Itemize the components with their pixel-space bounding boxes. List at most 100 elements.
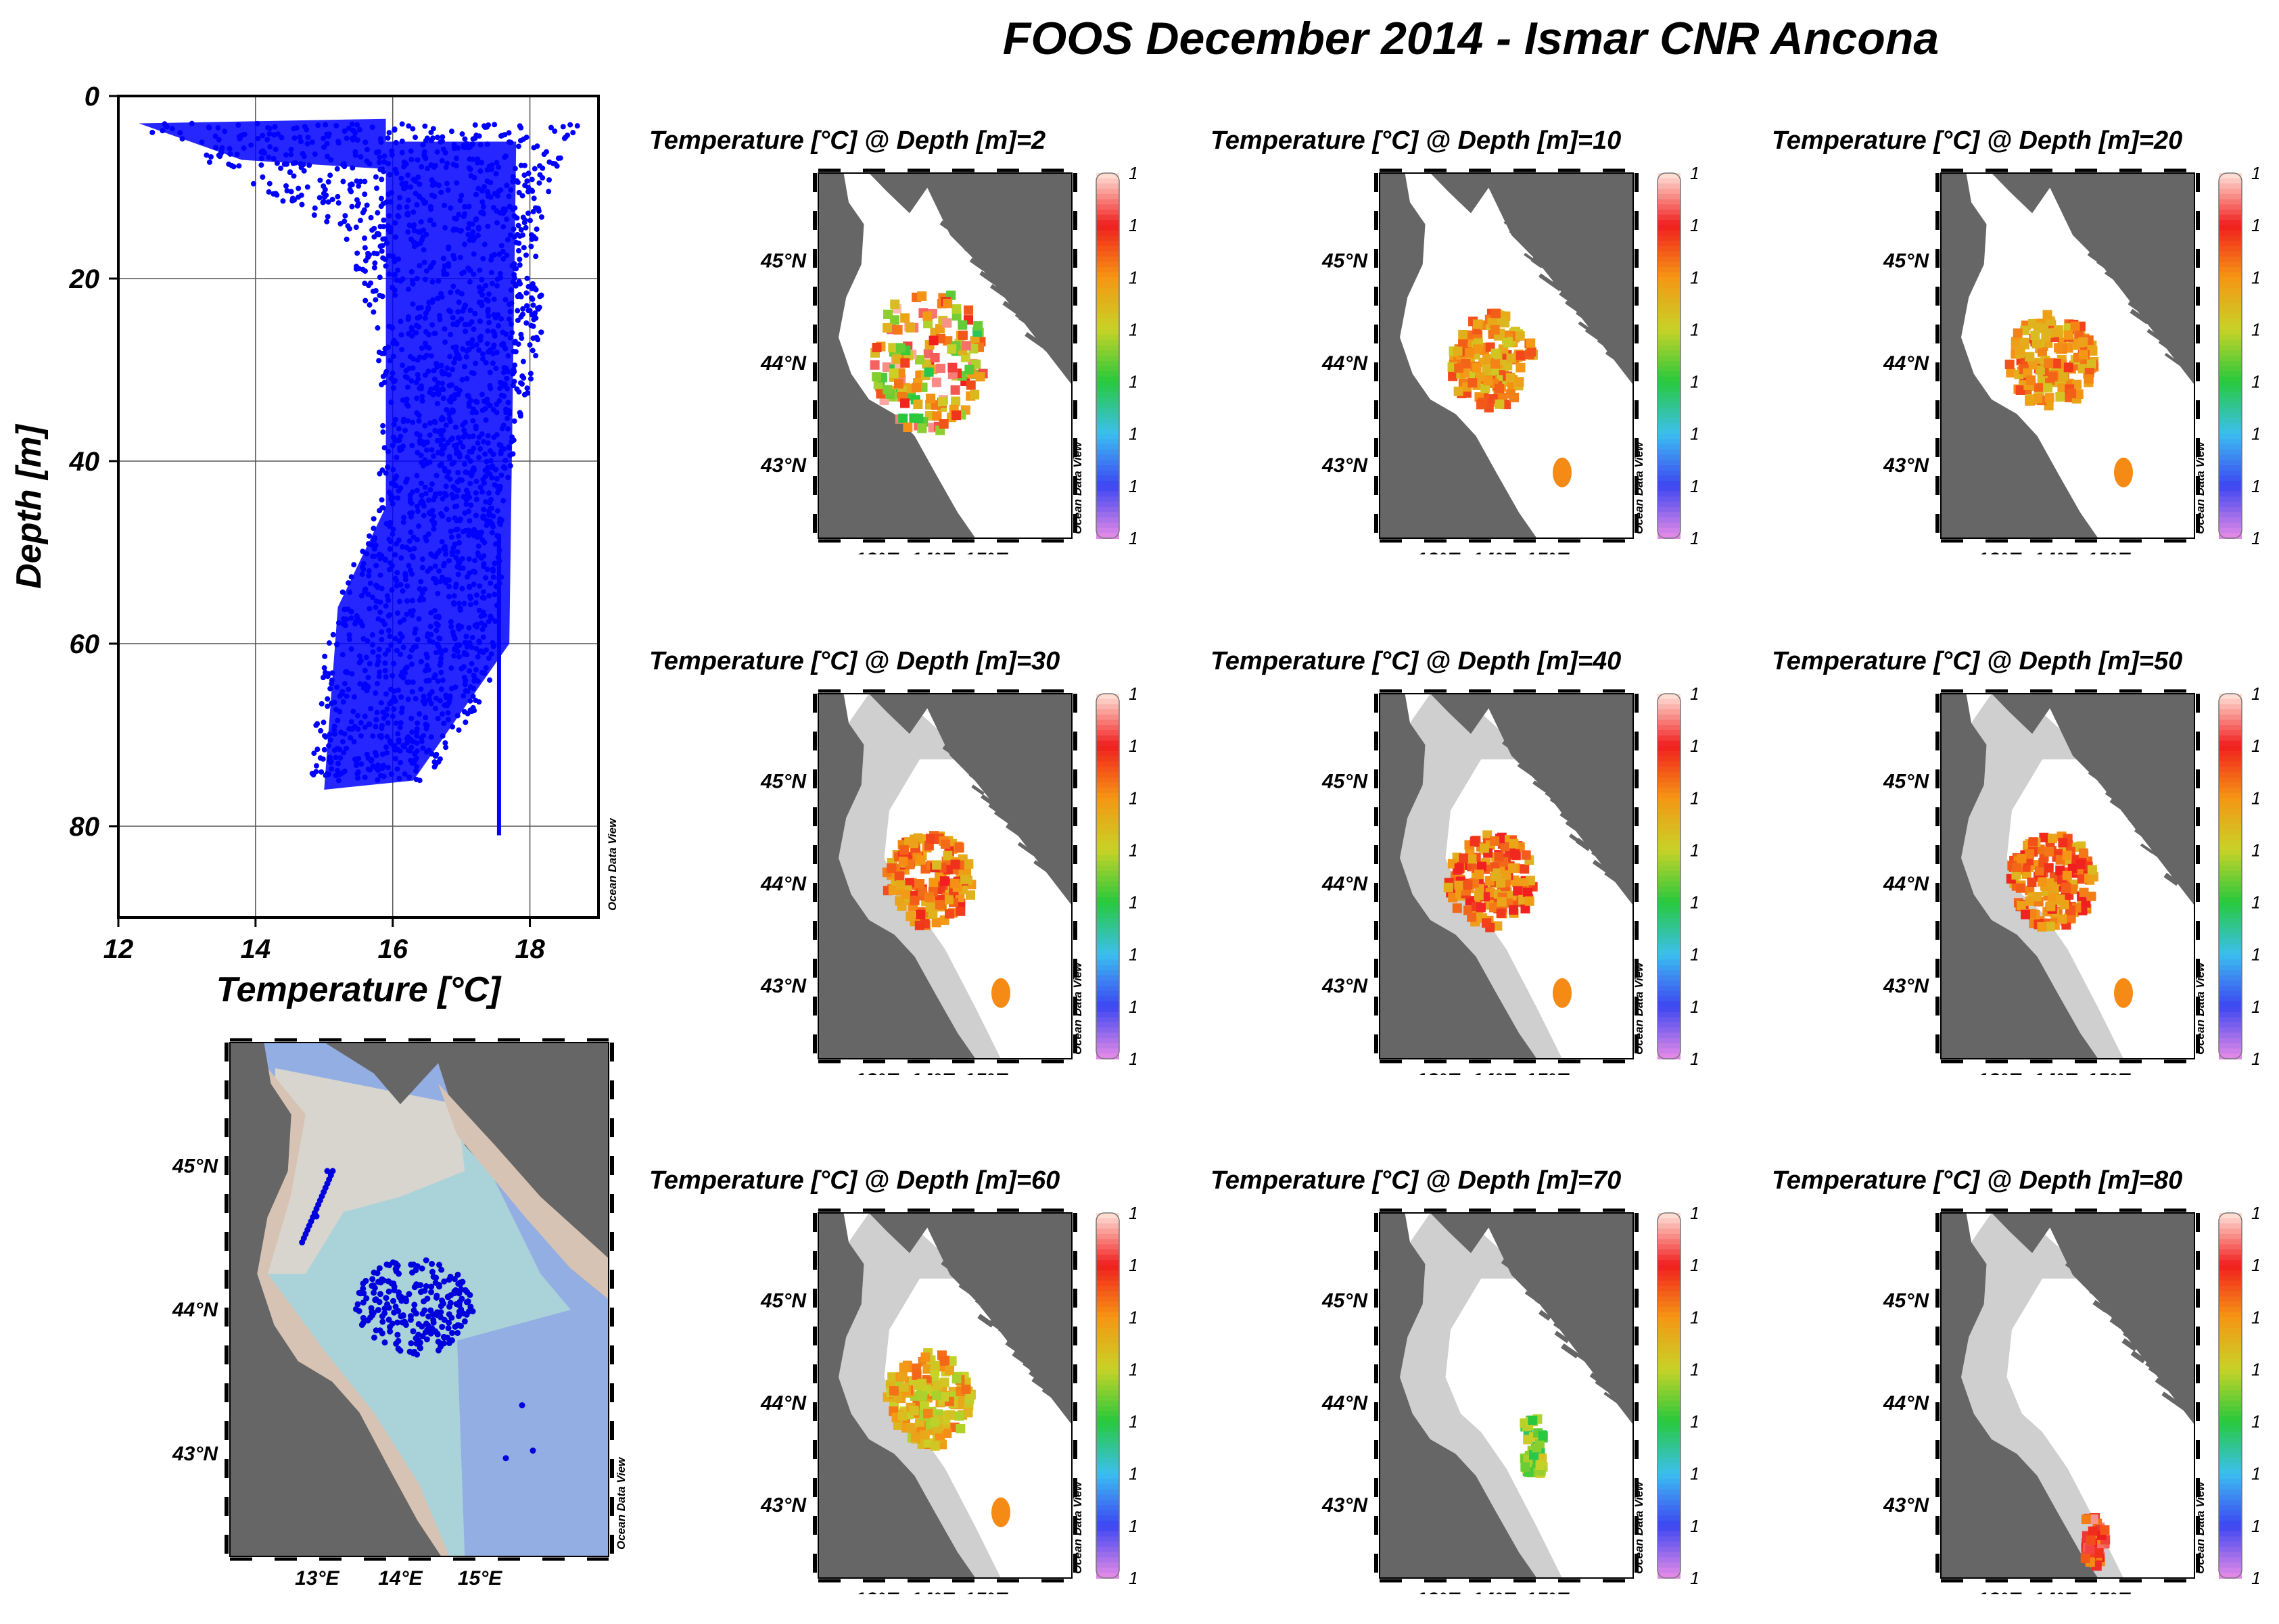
colorbar-segment (1096, 1573, 1119, 1579)
colorbar-segment (1658, 1510, 1681, 1516)
profile-point (533, 287, 539, 293)
colorbar-segment (1658, 1218, 1681, 1224)
colorbar-segment (2219, 1525, 2242, 1532)
profile-point (530, 209, 536, 215)
temperature-cell (1496, 878, 1506, 888)
colorbar-segment (2219, 210, 2242, 216)
colorbar-segment (1096, 1416, 1119, 1423)
map-island (998, 287, 1013, 300)
colorbar-segment (1096, 429, 1119, 435)
colorbar-segment (1658, 819, 1681, 825)
colorbar-segment (1096, 1038, 1119, 1044)
temperature-cell (1452, 903, 1462, 913)
map-frame (818, 693, 1073, 1059)
profile-point (515, 317, 521, 323)
map-frame (1940, 172, 2195, 539)
colorbar-segment (2219, 1390, 2242, 1396)
profile-frame (117, 95, 600, 919)
colorbar-segment (2219, 1048, 2242, 1055)
colorbar-segment (1658, 1395, 1681, 1402)
map-island (1549, 798, 1561, 808)
profile-point (521, 375, 527, 381)
temperature-cell (1482, 354, 1493, 364)
map-island (1522, 239, 1542, 254)
profile-point (287, 170, 293, 176)
colorbar-segment (2219, 506, 2242, 513)
temperature-cell (2059, 371, 2069, 381)
station-point (411, 1284, 418, 1291)
colorbar-segment (1658, 698, 1681, 705)
temperature-cell (903, 422, 913, 432)
map-island (1561, 1343, 1579, 1359)
station-point (413, 1340, 420, 1347)
map-island (2140, 316, 2163, 334)
colorbar-segment (1096, 1338, 1119, 1344)
profile-x-axis-label: Temperature [°C] (216, 970, 502, 1009)
profile-point (362, 178, 368, 185)
colorbar-tick-label: 18 (2251, 215, 2259, 235)
profile-point (284, 188, 290, 194)
colorbar-segment (1096, 173, 1119, 179)
colorbar-segment (2219, 1296, 2242, 1303)
temperature-cell (883, 309, 893, 319)
colorbar-segment (1096, 423, 1119, 429)
station-point (385, 1304, 392, 1311)
colorbar-segment (1096, 819, 1119, 825)
colorbar-segment (1658, 704, 1681, 711)
map-island (1538, 1310, 1551, 1321)
colorbar-segment (2219, 193, 2242, 200)
profile-point (529, 176, 535, 183)
profile-point (314, 746, 321, 753)
profile-point (312, 205, 318, 211)
colorbar-segment (1096, 512, 1119, 519)
colorbar-segment (1096, 1510, 1119, 1516)
temperature-cell (939, 419, 949, 429)
station-point (371, 1334, 377, 1341)
colorbar-segment (1658, 1275, 1681, 1282)
temperature-cell (2057, 383, 2067, 393)
ocean-data-view-watermark: Ocean Data View (1632, 441, 1645, 534)
profile-point (470, 136, 476, 142)
station-point (410, 1350, 417, 1357)
colorbar-segment (1658, 475, 1681, 482)
temperature-cell (964, 364, 974, 375)
colorbar-segment (2219, 366, 2242, 373)
colorbar-segment (2219, 923, 2242, 930)
colorbar-segment (1096, 970, 1119, 976)
colorbar-segment (1096, 1411, 1119, 1417)
colorbar-segment (1658, 360, 1681, 367)
temperature-cell (901, 889, 911, 899)
map-island (1513, 750, 1528, 762)
profile-point (368, 214, 374, 220)
station-point (390, 1297, 397, 1304)
station-point (446, 1311, 452, 1318)
map-lon-tick-label: 14°E (1472, 1589, 1516, 1594)
map-lon-tick-label: 13°E (1416, 549, 1461, 554)
colorbar-segment (1096, 1390, 1119, 1396)
profile-point (373, 174, 379, 180)
station-point (402, 1296, 409, 1303)
colorbar-segment (1658, 944, 1681, 950)
colorbar-segment (2219, 1348, 2242, 1355)
profile-point (317, 177, 323, 183)
temperature-cell (932, 860, 942, 870)
profile-point (354, 203, 360, 209)
map-island (2140, 843, 2154, 854)
profile-point (321, 665, 327, 671)
colorbar-segment (2219, 475, 2242, 482)
station-point (360, 1285, 367, 1292)
map-lon-tick-label: 14°E (2033, 549, 2077, 554)
map-island (993, 809, 1014, 826)
temperature-cell (1506, 389, 1516, 399)
colorbar-segment (1096, 1053, 1119, 1059)
station-point (467, 1291, 473, 1298)
colorbar-segment (1658, 1270, 1681, 1276)
colorbar-segment (1658, 1536, 1681, 1542)
colorbar-segment (1096, 517, 1119, 523)
colorbar-segment (2219, 1369, 2242, 1376)
temperature-cell (2020, 325, 2030, 335)
profile-point (511, 418, 517, 424)
temperature-cell (2015, 883, 2025, 893)
colorbar-segment (2219, 189, 2242, 195)
map-island (948, 1267, 974, 1287)
